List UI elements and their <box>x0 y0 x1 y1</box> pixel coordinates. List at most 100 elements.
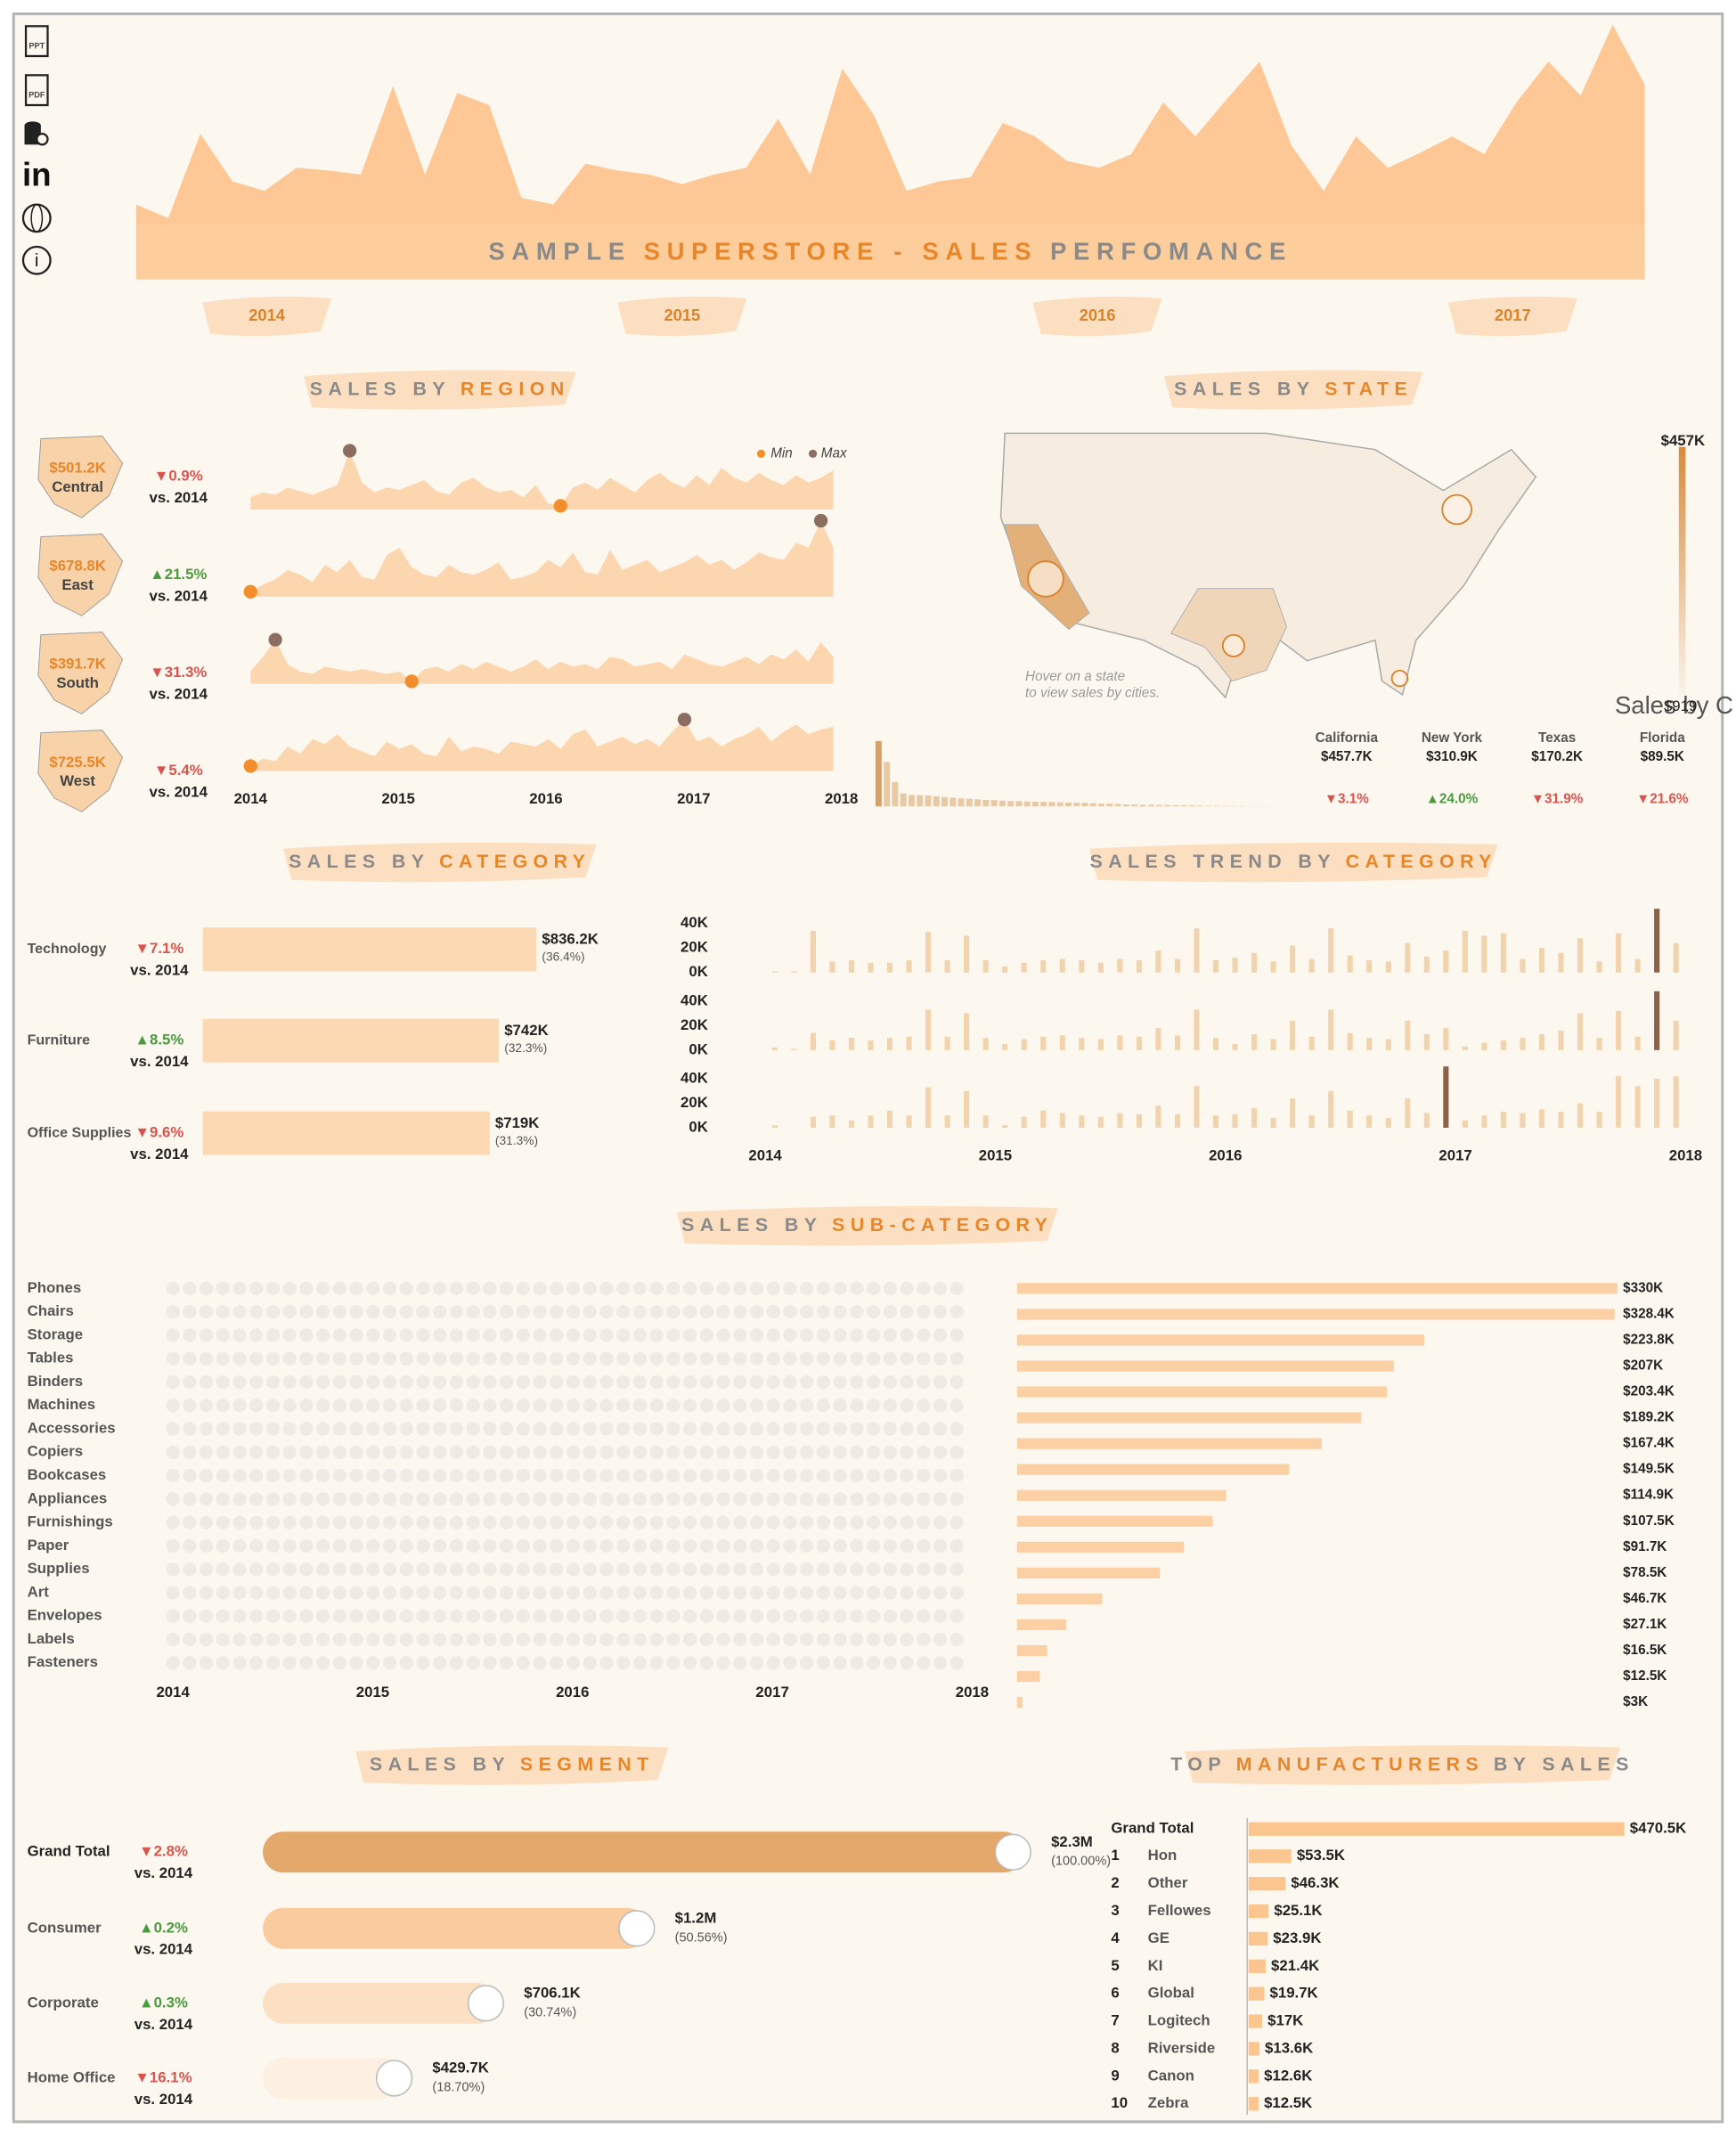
dot <box>299 1328 314 1342</box>
manufacturer-value: $23.9K <box>1273 1929 1321 1946</box>
trend-bar <box>944 1115 950 1128</box>
dot <box>883 1422 897 1436</box>
segment-bar <box>263 1831 1024 1873</box>
dot <box>299 1468 314 1483</box>
subcategory-value: $12.5K <box>1623 1668 1667 1684</box>
dot <box>816 1609 831 1623</box>
trend-bar <box>1423 956 1430 973</box>
dot <box>950 1281 964 1296</box>
state-bar <box>1023 801 1031 807</box>
dot <box>632 1538 648 1554</box>
segment-name: Home Office <box>28 2068 116 2085</box>
subcategory-name: Machines <box>28 1396 96 1413</box>
title-part: TOP <box>1170 1753 1227 1774</box>
dot <box>850 1586 864 1600</box>
subcategory-name: Accessories <box>28 1419 116 1436</box>
dot <box>466 1281 480 1296</box>
section-title: SALES BY SUB-CATEGORY <box>681 1214 1053 1236</box>
dot <box>699 1492 714 1506</box>
year-filter[interactable]: 2014 <box>249 306 286 324</box>
dot <box>616 1515 631 1529</box>
dot <box>533 1281 547 1296</box>
dot <box>399 1538 413 1554</box>
dot <box>800 1632 814 1647</box>
state-name: Florida <box>1640 730 1685 746</box>
trend-bar <box>964 1090 970 1128</box>
manufacturer-name: Riverside <box>1148 2039 1216 2056</box>
dot <box>666 1515 681 1529</box>
trend-bar <box>868 1115 874 1128</box>
state-bar <box>1031 801 1039 807</box>
segment-sales: $429.7K <box>432 2060 489 2076</box>
manufacturer-value: $53.5K <box>1297 1847 1345 1864</box>
dot <box>917 1562 931 1577</box>
dot <box>483 1656 497 1670</box>
trend-bar <box>829 1040 835 1050</box>
dot <box>349 1399 363 1413</box>
dot <box>416 1351 430 1366</box>
dot <box>583 1305 597 1319</box>
dot <box>199 1374 214 1390</box>
trend-bar <box>1174 1113 1181 1128</box>
dot <box>316 1468 330 1483</box>
region-name: East <box>61 576 94 593</box>
title-part: STATE <box>1324 378 1413 399</box>
dot <box>216 1656 230 1670</box>
dot <box>833 1422 847 1436</box>
dot <box>199 1351 214 1366</box>
dot <box>249 1515 264 1529</box>
dot <box>483 1515 497 1529</box>
dot <box>366 1351 380 1366</box>
dot <box>682 1656 697 1670</box>
dot <box>282 1399 297 1413</box>
segment-change: ▼16.1% <box>134 2068 192 2085</box>
dot <box>716 1328 730 1342</box>
year-filter[interactable]: 2015 <box>664 306 700 324</box>
segment-share: (18.70%) <box>432 2081 485 2095</box>
trend-bar <box>848 959 855 973</box>
state-bar <box>1007 801 1015 807</box>
dot <box>332 1515 347 1529</box>
trend-bar <box>1385 1039 1391 1050</box>
dot <box>199 1445 214 1459</box>
dot <box>666 1328 681 1342</box>
legend-marker <box>809 449 818 458</box>
dot <box>516 1538 531 1554</box>
dot <box>166 1656 180 1670</box>
dot <box>933 1445 948 1459</box>
dot <box>816 1632 831 1647</box>
dot <box>382 1374 397 1390</box>
dot <box>566 1328 581 1342</box>
dot <box>566 1562 581 1577</box>
dot <box>500 1328 514 1342</box>
dot <box>716 1656 730 1670</box>
dot <box>682 1586 697 1600</box>
dot <box>183 1281 197 1296</box>
dot <box>483 1422 497 1436</box>
trend-bar <box>771 1125 778 1128</box>
year-filter[interactable]: 2017 <box>1495 306 1531 324</box>
dot <box>433 1399 447 1413</box>
state-bar <box>974 799 982 807</box>
dot <box>816 1445 831 1459</box>
dot <box>382 1445 397 1459</box>
subcategory-bar <box>1016 1489 1227 1501</box>
dot <box>382 1632 397 1647</box>
dot <box>316 1305 330 1319</box>
dot <box>950 1445 964 1459</box>
dot <box>599 1305 614 1319</box>
manufacturer-value: $12.5K <box>1264 2094 1312 2111</box>
dot <box>733 1305 747 1319</box>
dot <box>583 1468 597 1483</box>
dot <box>166 1538 180 1554</box>
trend-bar <box>1040 1036 1047 1050</box>
dot <box>933 1609 948 1623</box>
subcategory-value: $330K <box>1623 1280 1663 1295</box>
dot <box>416 1328 430 1342</box>
segment-bar <box>263 2058 405 2099</box>
dot <box>800 1515 814 1529</box>
year-filter[interactable]: 2016 <box>1080 306 1116 324</box>
trend-bar <box>982 1038 989 1050</box>
dot <box>299 1351 314 1366</box>
dot <box>783 1328 797 1342</box>
